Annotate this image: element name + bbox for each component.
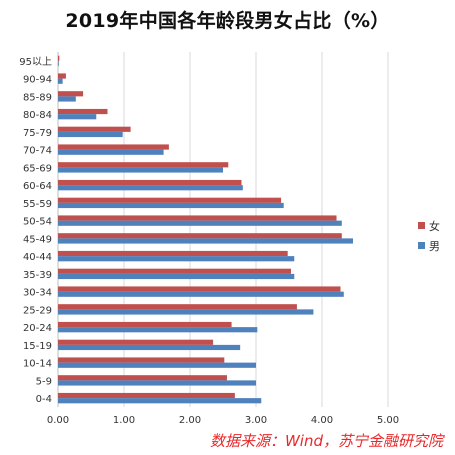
bar-female bbox=[58, 250, 288, 257]
bar-female bbox=[58, 357, 225, 363]
chart-title: 2019年中国各年龄段男女占比（%） bbox=[65, 10, 390, 32]
bar-female bbox=[58, 268, 291, 274]
bar-male bbox=[58, 309, 314, 315]
x-tick-label: 0.00 bbox=[47, 415, 69, 426]
bar-female bbox=[58, 215, 337, 221]
bar-male bbox=[58, 273, 295, 280]
bar-male bbox=[58, 344, 241, 351]
bar-female bbox=[58, 339, 214, 345]
bar-male bbox=[58, 185, 243, 191]
x-tick-label: 4.00 bbox=[311, 415, 333, 426]
bar-female bbox=[58, 91, 84, 97]
bar-female bbox=[58, 392, 235, 399]
bar-male bbox=[58, 398, 262, 404]
bar-male bbox=[58, 220, 342, 226]
y-tick-label: 0-4 bbox=[36, 394, 52, 405]
bar-male bbox=[58, 167, 223, 173]
y-tick-label: 75-79 bbox=[23, 128, 52, 139]
y-tick-label: 30-34 bbox=[23, 288, 52, 299]
x-tick-label: 3.00 bbox=[245, 415, 267, 426]
y-tick-label: 10-14 bbox=[23, 359, 52, 370]
bar-female bbox=[58, 304, 297, 310]
bar-male bbox=[58, 238, 354, 244]
bar-male bbox=[58, 96, 76, 102]
bar-female bbox=[58, 144, 169, 150]
y-tick-label: 40-44 bbox=[23, 252, 52, 263]
bar-male bbox=[58, 362, 256, 368]
bar-female bbox=[58, 162, 229, 168]
legend-swatch bbox=[418, 242, 425, 249]
bar-female bbox=[58, 321, 232, 328]
y-tick-label: 20-24 bbox=[23, 323, 52, 334]
bar-male bbox=[58, 114, 97, 120]
y-tick-label: 35-39 bbox=[23, 270, 52, 281]
bar-male bbox=[58, 327, 258, 333]
y-tick-label: 15-19 bbox=[23, 341, 52, 352]
y-tick-label: 45-49 bbox=[23, 234, 52, 245]
bar-female bbox=[58, 126, 131, 132]
bar-female bbox=[58, 233, 342, 239]
y-tick-label: 65-69 bbox=[23, 163, 52, 174]
y-tick-label: 70-74 bbox=[23, 146, 52, 157]
bar-male bbox=[58, 149, 164, 155]
y-tick-label: 90-94 bbox=[23, 75, 52, 86]
y-tick-label: 95以上 bbox=[19, 56, 52, 68]
bar-male bbox=[58, 131, 123, 138]
y-tick-label: 25-29 bbox=[23, 305, 52, 316]
bar-female bbox=[58, 197, 282, 203]
bar-male bbox=[58, 202, 284, 209]
bar-male bbox=[58, 380, 256, 386]
x-tick-label: 5.00 bbox=[377, 415, 399, 426]
bar-male bbox=[58, 78, 63, 84]
bar-female bbox=[58, 375, 227, 381]
y-tick-label: 55-59 bbox=[23, 199, 52, 210]
bar-female bbox=[58, 179, 242, 186]
y-tick-label: 85-89 bbox=[23, 92, 52, 103]
source-note: 数据来源：Wind，苏宁金融研究院 bbox=[209, 432, 443, 450]
bar-male bbox=[58, 60, 59, 67]
legend-swatch bbox=[418, 222, 425, 229]
x-tick-label: 2.00 bbox=[179, 415, 201, 426]
bar-female bbox=[58, 108, 108, 115]
legend-label: 男 bbox=[429, 240, 440, 253]
bar-female bbox=[58, 55, 60, 61]
y-tick-label: 5-9 bbox=[36, 376, 52, 387]
y-tick-label: 60-64 bbox=[23, 181, 52, 192]
y-tick-label: 50-54 bbox=[23, 217, 52, 228]
bar-male bbox=[58, 256, 295, 262]
bar-female bbox=[58, 286, 341, 292]
bar-female bbox=[58, 73, 66, 79]
x-tick-label: 1.00 bbox=[113, 415, 135, 426]
bar-male bbox=[58, 291, 344, 297]
legend-label: 女 bbox=[429, 219, 440, 233]
y-tick-label: 80-84 bbox=[23, 110, 52, 121]
